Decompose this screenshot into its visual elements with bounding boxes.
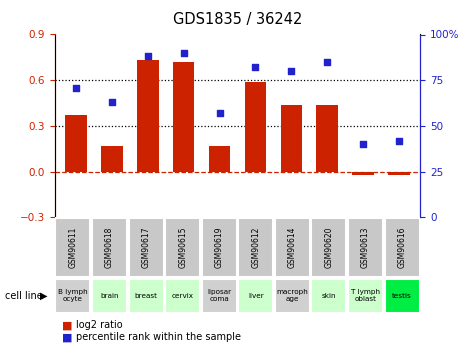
Point xyxy=(323,59,331,65)
Bar xyxy=(209,146,230,171)
Text: GSM90617: GSM90617 xyxy=(142,227,151,268)
Text: liver: liver xyxy=(248,293,264,299)
Point xyxy=(359,141,367,147)
Text: log2 ratio: log2 ratio xyxy=(76,321,123,330)
Bar xyxy=(238,279,273,313)
Bar xyxy=(348,279,383,313)
Bar xyxy=(275,279,310,313)
Bar xyxy=(202,279,237,313)
Text: GSM90615: GSM90615 xyxy=(178,227,187,268)
Bar xyxy=(281,105,302,171)
Text: testis: testis xyxy=(392,293,412,299)
Point xyxy=(252,65,259,70)
Text: ■: ■ xyxy=(62,333,72,342)
Text: liposar
coma: liposar coma xyxy=(207,289,231,302)
Bar xyxy=(275,218,310,277)
Bar xyxy=(101,146,123,171)
Text: cell line: cell line xyxy=(5,291,42,301)
Bar xyxy=(137,60,159,171)
Text: cervix: cervix xyxy=(171,293,194,299)
Text: GSM90614: GSM90614 xyxy=(288,227,297,268)
Bar xyxy=(165,218,200,277)
Text: GDS1835 / 36242: GDS1835 / 36242 xyxy=(173,12,302,27)
Bar xyxy=(245,82,266,171)
Bar xyxy=(312,218,346,277)
Text: percentile rank within the sample: percentile rank within the sample xyxy=(76,333,241,342)
Bar xyxy=(238,218,273,277)
Point xyxy=(144,54,152,59)
Bar xyxy=(92,218,127,277)
Point xyxy=(216,110,223,116)
Bar xyxy=(385,279,419,313)
Point xyxy=(180,50,188,56)
Text: GSM90620: GSM90620 xyxy=(324,227,333,268)
Point xyxy=(108,99,116,105)
Bar xyxy=(316,105,338,171)
Bar xyxy=(165,279,200,313)
Bar xyxy=(348,218,383,277)
Bar xyxy=(312,279,346,313)
Bar xyxy=(173,62,194,171)
Bar xyxy=(66,115,87,171)
Bar xyxy=(388,171,409,175)
Text: skin: skin xyxy=(322,293,336,299)
Bar xyxy=(56,279,90,313)
Text: macroph
age: macroph age xyxy=(276,289,308,302)
Text: GSM90616: GSM90616 xyxy=(398,227,407,268)
Text: B lymph
ocyte: B lymph ocyte xyxy=(58,289,88,302)
Text: ▶: ▶ xyxy=(40,291,48,301)
Text: GSM90612: GSM90612 xyxy=(251,227,260,268)
Text: GSM90613: GSM90613 xyxy=(361,227,370,268)
Bar xyxy=(352,171,374,175)
Point xyxy=(395,138,403,143)
Bar xyxy=(129,279,163,313)
Bar xyxy=(385,218,419,277)
Text: GSM90619: GSM90619 xyxy=(215,227,224,268)
Text: ■: ■ xyxy=(62,321,72,330)
Text: GSM90611: GSM90611 xyxy=(68,227,77,268)
Point xyxy=(287,68,295,74)
Bar xyxy=(56,218,90,277)
Text: brain: brain xyxy=(100,293,119,299)
Text: T lymph
oblast: T lymph oblast xyxy=(351,289,380,302)
Bar xyxy=(129,218,163,277)
Text: GSM90618: GSM90618 xyxy=(105,227,114,268)
Bar xyxy=(92,279,127,313)
Bar xyxy=(202,218,237,277)
Text: breast: breast xyxy=(134,293,158,299)
Point xyxy=(72,85,80,90)
